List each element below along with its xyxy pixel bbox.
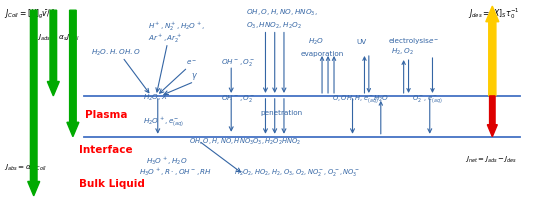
FancyArrow shape [487, 96, 497, 137]
Text: $H_2O_2, HO_2, H_2, O_3, O_2, NO_2^-, O_2^-, NO_3^-$: $H_2O_2, HO_2, H_2, O_3, O_2, NO_2^-, O_… [234, 167, 360, 178]
Text: $J_{Coll} = [X]_g\bar{v}/4$: $J_{Coll} = [X]_g\bar{v}/4$ [4, 8, 56, 21]
Text: $O, OH, H, e^-_{(aq)}$: $O, OH, H, e^-_{(aq)}$ [332, 93, 378, 105]
Text: $O_2^-, e^-_{(aq)}$: $O_2^-, e^-_{(aq)}$ [412, 93, 442, 105]
Text: $e^-$: $e^-$ [186, 58, 197, 67]
Text: $O_3, HNO_2, H_2O_2$: $O_3, HNO_2, H_2O_2$ [246, 20, 302, 31]
FancyArrow shape [47, 10, 59, 96]
Text: electrolysis: electrolysis [388, 38, 429, 44]
Text: $J_{abs} = \alpha_b J_{Coll}$: $J_{abs} = \alpha_b J_{Coll}$ [4, 163, 47, 173]
Text: $H_2, O_2$: $H_2, O_2$ [391, 47, 413, 57]
Text: $J_{des} = [X]_S\tau_0^{-1}$: $J_{des} = [X]_S\tau_0^{-1}$ [468, 6, 520, 21]
Text: $e^-$: $e^-$ [428, 37, 439, 46]
FancyArrow shape [28, 10, 40, 196]
Text: $J_{ads} = \alpha_s J_{Coll}$: $J_{ads} = \alpha_s J_{Coll}$ [37, 33, 79, 43]
FancyArrow shape [67, 10, 79, 137]
Text: $OH^-, O_2^-$: $OH^-, O_2^-$ [221, 93, 256, 104]
Text: $H_3O^+, H_2O$: $H_3O^+, H_2O$ [146, 155, 187, 167]
Text: $H_2O$: $H_2O$ [373, 94, 390, 104]
Text: $\gamma$: $\gamma$ [191, 71, 199, 82]
Text: $H_2O^+, e^-_{(aq)}$: $H_2O^+, e^-_{(aq)}$ [143, 115, 184, 128]
Text: $H_3O^+, R\cdot, OH^-, RH$: $H_3O^+, R\cdot, OH^-, RH$ [139, 167, 212, 178]
Text: $H_2O.H.OH.O$: $H_2O.H.OH.O$ [91, 48, 141, 58]
Text: $H^+, N_2^+, H_2O^+,$: $H^+, N_2^+, H_2O^+,$ [148, 20, 205, 33]
Text: UV: UV [356, 39, 367, 45]
Text: $J_{net} = J_{ads} - J_{des}$: $J_{net} = J_{ads} - J_{des}$ [465, 155, 517, 165]
Text: $Ar^+, Ar_2^+$: $Ar^+, Ar_2^+$ [148, 33, 182, 45]
Text: $H_2O$: $H_2O$ [308, 37, 325, 47]
Text: $OH^-, O_2^-$: $OH^-, O_2^-$ [221, 57, 256, 68]
Text: Bulk Liquid: Bulk Liquid [78, 178, 145, 189]
Text: evaporation: evaporation [301, 51, 344, 57]
Text: $H_2O, X$: $H_2O, X$ [143, 93, 169, 103]
Text: Plasma: Plasma [85, 110, 127, 120]
Text: penetration: penetration [260, 110, 302, 116]
Text: Interface: Interface [79, 145, 133, 155]
FancyArrow shape [486, 6, 499, 96]
Text: $OH, O, H, NO, HNO_3,$: $OH, O, H, NO, HNO_3,$ [246, 8, 318, 18]
Text: $OH, O, H, NO, HNO_3 O_3, H_2O_2 HNO_2$: $OH, O, H, NO, HNO_3 O_3, H_2O_2 HNO_2$ [189, 137, 302, 147]
